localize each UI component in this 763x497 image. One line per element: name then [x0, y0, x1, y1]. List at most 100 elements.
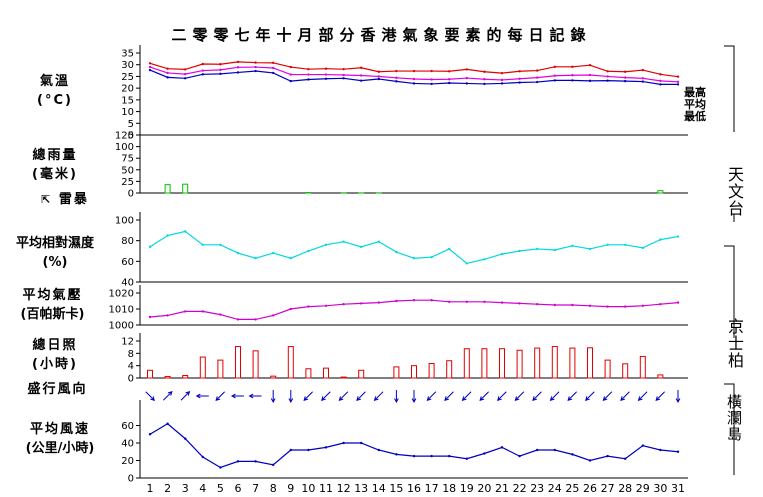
wind-direction-arrow-shaft — [427, 391, 437, 401]
temperature-max-point — [465, 68, 468, 71]
temperature-max-point — [518, 70, 521, 73]
humidity-point — [606, 243, 609, 246]
day-label: 24 — [548, 482, 562, 495]
wind-direction-arrow-shaft — [567, 391, 577, 401]
station-bracket — [724, 245, 735, 338]
temperature-min-point — [166, 76, 169, 79]
day-label: 25 — [565, 482, 579, 495]
station-bracket — [724, 45, 735, 132]
temperature-ytick-label: 20 — [121, 84, 134, 95]
temperature-label-line1: 氣溫 — [39, 74, 70, 89]
temperature-min-point — [324, 77, 328, 80]
sunshine-bar — [499, 348, 505, 379]
temperature-mean-point — [184, 72, 187, 76]
day-label: 2 — [164, 482, 171, 495]
humidity-point — [641, 246, 644, 250]
wind-direction-arrow-shaft — [655, 391, 665, 401]
temperature-max-point — [395, 69, 398, 73]
wind-speed-point — [500, 446, 504, 449]
wind-direction-arrow-head — [497, 396, 502, 401]
wind-direction-arrow — [180, 391, 191, 401]
sunshine-bar — [217, 359, 224, 379]
wind-speed-point — [272, 463, 275, 467]
station-observatory: 天文台 — [725, 166, 744, 217]
sunshine-bar — [252, 350, 259, 379]
humidity-point — [518, 249, 521, 253]
wind-speed-point — [676, 450, 680, 453]
humidity-point — [676, 235, 680, 238]
humidity-point — [395, 250, 398, 254]
temperature-min-point — [448, 81, 451, 85]
day-label: 22 — [513, 482, 527, 495]
wind-speed-point — [254, 460, 257, 463]
wind-direction-arrow-shaft — [462, 391, 472, 401]
wind-direction-arrow-shaft — [550, 391, 560, 401]
humidity-point — [272, 251, 275, 255]
sunshine-bar — [199, 356, 206, 379]
temperature-mean-point — [324, 73, 328, 76]
pressure-point — [624, 305, 627, 308]
wind-direction-arrow — [145, 391, 155, 401]
pressure-point — [483, 300, 486, 303]
wind-direction-arrow — [303, 391, 313, 401]
sunshine-bar — [639, 355, 646, 379]
day-label: 27 — [601, 482, 615, 495]
pressure-line — [149, 299, 679, 320]
temperature-max-point — [148, 62, 152, 65]
wind-speed-point — [148, 433, 152, 436]
temperature-mean-point — [236, 66, 240, 69]
temperature-mean-point — [360, 74, 363, 77]
sunshine-label-line2: (小時) — [32, 357, 78, 372]
wind-speed-point — [606, 454, 609, 458]
wind-direction-arrow-shaft — [215, 391, 225, 401]
station-kings-park: 京士柏 — [725, 318, 744, 369]
wind-speed-point — [236, 460, 240, 463]
pressure-point — [395, 299, 398, 303]
sunshine-label: 總日照 (小時) — [15, 336, 95, 374]
humidity-point — [219, 243, 222, 246]
wind-direction-arrow-shaft — [303, 391, 313, 401]
wind-speed-point — [377, 448, 380, 452]
rainfall-label-line2: (毫米) — [32, 167, 78, 182]
chart-title: 二零零七年十月部分香港氣象要素的每日記錄 — [171, 26, 592, 44]
humidity-point — [483, 258, 486, 261]
temperature-min-point — [659, 83, 662, 86]
humidity-point — [448, 247, 451, 251]
wind-speed-point — [342, 441, 345, 445]
wind-direction-arrow-shaft — [145, 391, 155, 401]
temperature-mean-point — [148, 65, 152, 69]
pressure-point — [588, 304, 592, 307]
temperature-min-point — [360, 79, 363, 82]
day-label: 16 — [407, 482, 421, 495]
sunshine-bar — [164, 375, 171, 379]
wind-direction-arrow-head — [461, 396, 467, 401]
humidity-point — [500, 252, 504, 256]
day-label: 4 — [199, 482, 206, 495]
temperature-max-point — [536, 69, 539, 72]
temperature-mean-point — [676, 80, 680, 84]
temperature-min-point — [483, 82, 486, 86]
wind-direction-arrow — [426, 391, 437, 401]
temperature-max-point — [289, 65, 292, 69]
wind-speed-point — [553, 448, 556, 452]
temperature-mean-point — [606, 75, 609, 78]
sunshine-label-line1: 總日照 — [32, 338, 78, 353]
temperature-mean-point — [412, 77, 416, 81]
day-label: 28 — [618, 482, 632, 495]
day-label: 9 — [287, 482, 294, 495]
wind-speed-line — [149, 423, 679, 469]
temperature-mean-point — [571, 74, 574, 77]
temperature-max-line — [149, 61, 679, 78]
temperature-mean-point — [448, 78, 451, 81]
day-label: 5 — [217, 482, 224, 495]
rainfall-label: 總雨量 (毫米) — [20, 146, 90, 184]
humidity-point — [377, 240, 380, 243]
temperature-mean-point — [307, 73, 310, 76]
wind-direction-arrow — [195, 393, 209, 399]
wind-direction-arrow-shaft — [497, 391, 507, 401]
temperature-mean-point — [254, 65, 257, 69]
temperature-max-point — [307, 67, 310, 71]
temperature-mean-point — [465, 76, 468, 80]
humidity-label: 平均相對濕度 (%) — [5, 234, 105, 272]
